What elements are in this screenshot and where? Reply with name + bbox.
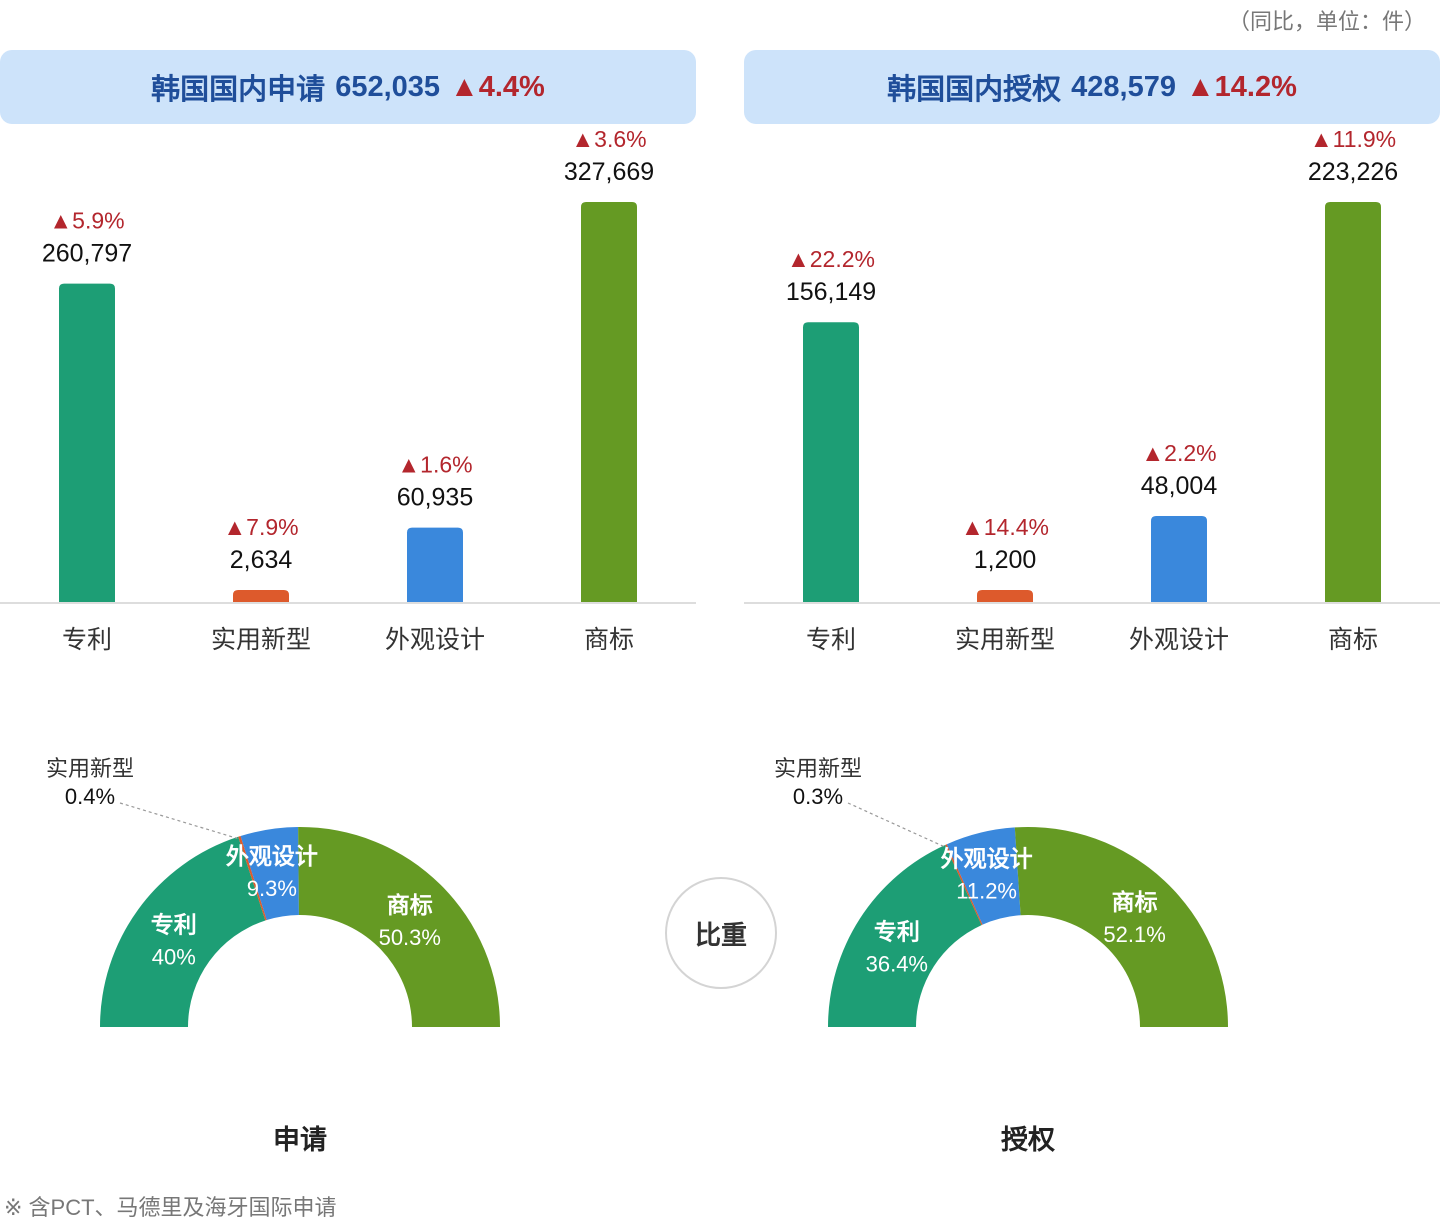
applications-category-label-design: 外观设计 <box>385 626 485 654</box>
applications-slice-design <box>240 827 299 921</box>
grants-category-label-trademark: 商标 <box>1328 626 1378 654</box>
grants-slice-value-trademark: 52.1% <box>1103 922 1165 947</box>
applications-slice-value-design: 9.3% <box>247 876 297 901</box>
grants-slice-label-patent: 专利 <box>874 919 920 945</box>
grants-value-label-design: 48,004 <box>1141 472 1218 500</box>
grants-value-label-trademark: 223,226 <box>1308 158 1398 186</box>
applications-header-change: ▲4.4% <box>450 70 545 103</box>
grants-header-total: 428,579 <box>1071 70 1176 103</box>
grants-slice-utility <box>945 844 983 926</box>
grants-value-label-utility: 1,200 <box>974 546 1037 574</box>
applications-category-label-trademark: 商标 <box>584 626 634 654</box>
applications-value-label-design: 60,935 <box>397 484 473 512</box>
grants-header-change: ▲14.2% <box>1185 70 1297 103</box>
applications-change-label-patent: ▲5.9% <box>49 208 124 234</box>
applications-bar-trademark <box>581 202 637 602</box>
grants-category-label-utility: 实用新型 <box>955 626 1055 654</box>
unit-note: （同比，单位：件） <box>1227 9 1426 34</box>
grants-slice-label-trademark: 商标 <box>1112 889 1158 915</box>
grants-bar-patent <box>803 322 859 602</box>
applications-change-label-utility: ▲7.9% <box>223 514 298 540</box>
applications-bar-utility <box>233 590 289 602</box>
grants-bar-utility <box>977 590 1033 602</box>
applications-slice-value-trademark: 50.3% <box>379 925 441 950</box>
applications-slice-utility <box>238 836 267 921</box>
grants-leader-line <box>847 802 945 848</box>
grants-bar-design <box>1151 515 1207 602</box>
applications-slice-label-utility: 实用新型 <box>46 756 134 781</box>
grants-header: 韩国国内授权 428,579 ▲14.2% <box>744 50 1440 124</box>
applications-value-label-utility: 2,634 <box>230 546 293 574</box>
applications-donut-title: 申请 <box>273 1125 327 1155</box>
grants-change-label-design: ▲2.2% <box>1141 440 1216 466</box>
grants-slice-value-utility: 0.3% <box>793 784 843 809</box>
applications-change-label-design: ▲1.6% <box>397 452 472 478</box>
applications-slice-patent <box>100 836 266 1027</box>
grants-slice-label-utility: 实用新型 <box>774 756 862 781</box>
applications-category-label-utility: 实用新型 <box>211 626 311 654</box>
applications-slice-trademark <box>298 827 500 1027</box>
grants-slice-value-patent: 36.4% <box>866 952 928 977</box>
applications-bar-design <box>407 527 463 602</box>
share-badge: 比重 <box>665 877 777 989</box>
applications-slice-label-patent: 专利 <box>151 911 197 937</box>
grants-slice-trademark <box>1014 827 1228 1027</box>
grants-change-label-utility: ▲14.4% <box>961 514 1049 540</box>
applications-slice-label-trademark: 商标 <box>387 892 433 918</box>
grants-donut-title: 授权 <box>1001 1125 1055 1155</box>
applications-slice-value-patent: 40% <box>152 944 196 969</box>
grants-slice-design <box>946 827 1021 925</box>
applications-header-total: 652,035 <box>335 70 441 103</box>
grants-value-label-patent: 156,149 <box>786 278 876 306</box>
applications-value-label-trademark: 327,669 <box>564 158 654 186</box>
grants-slice-patent <box>828 844 982 1027</box>
applications-header-title: 韩国国内申请 <box>151 74 326 106</box>
applications-change-label-trademark: ▲3.6% <box>571 126 646 152</box>
grants-change-label-patent: ▲22.2% <box>787 246 875 272</box>
grants-category-label-design: 外观设计 <box>1129 626 1229 654</box>
grants-category-label-patent: 专利 <box>806 626 856 654</box>
applications-value-label-patent: 260,797 <box>42 240 132 268</box>
grants-change-label-trademark: ▲11.9% <box>1310 126 1396 152</box>
applications-leader-line <box>119 802 238 839</box>
footnote: ※ 含PCT、马德里及海牙国际申请 <box>4 1195 337 1220</box>
applications-slice-value-utility: 0.4% <box>65 784 115 809</box>
grants-slice-value-design: 11.2% <box>956 879 1017 904</box>
grants-header-title: 韩国国内授权 <box>887 74 1062 106</box>
grants-bar-trademark <box>1325 202 1381 602</box>
applications-bar-patent <box>59 283 115 602</box>
applications-category-label-patent: 专利 <box>62 626 112 654</box>
applications-header: 韩国国内申请 652,035 ▲4.4% <box>0 50 696 124</box>
applications-slice-label-design: 外观设计 <box>226 843 318 869</box>
grants-slice-label-design: 外观设计 <box>941 846 1033 872</box>
